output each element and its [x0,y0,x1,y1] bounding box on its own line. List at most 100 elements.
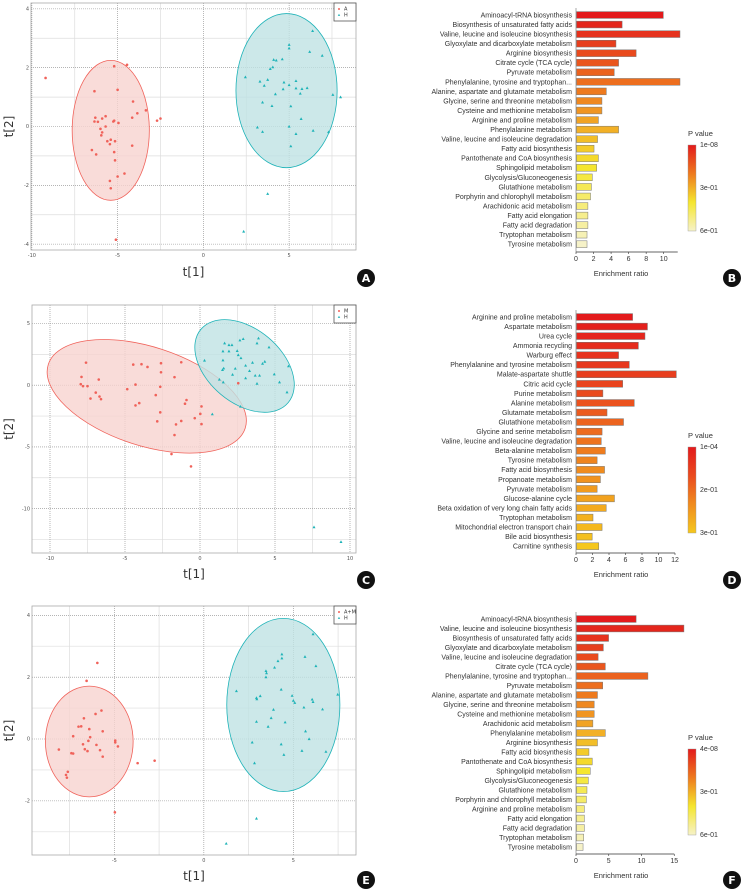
bar [576,183,592,191]
bar [576,164,597,172]
confidence-ellipse-h [235,13,338,169]
data-point-h [304,729,308,733]
category-label: Arachidonic acid metabolism [483,203,572,210]
plot-content [31,3,356,250]
bar [576,542,600,550]
data-point-a-m [66,770,70,774]
data-point-h [238,338,242,342]
category-label: Valine, leucine and isoleucine degradati… [441,654,572,661]
data-point-h [272,58,276,61]
data-point-h [244,363,248,367]
bar [576,68,615,76]
data-point-h [221,349,225,353]
data-point-h [253,761,257,765]
panel-letter-badge [723,269,741,287]
bar [576,786,588,794]
y-tick-label: 2 [27,675,30,681]
data-point-h [327,130,331,134]
bar [576,202,589,210]
category-label: Arginine and proline metabolism [472,314,572,321]
legend-label: H [344,13,348,19]
data-point-h [279,742,283,746]
confidence-ellipse-m [46,339,247,454]
panel-letter-badge [357,269,375,287]
colorbar-label: 3e-01 [700,530,718,537]
data-point-m [154,393,158,397]
category-label: Warburg effect [526,353,572,360]
colorbar-label: 3e-01 [700,185,718,192]
data-point-h [241,337,245,341]
category-label: Sphingolipid metabolism [496,768,572,775]
category-label: Aminoacyl-tRNA biosynthesis [481,616,573,623]
bar [576,106,603,115]
data-point-h [254,720,258,723]
data-point-h [321,707,325,711]
bar [576,332,646,340]
bar [576,833,584,842]
data-point-a-m [100,709,103,712]
plot-content [32,305,356,553]
x-tick-label: 5 [273,556,276,562]
x-tick-label: 2 [592,256,596,263]
data-point-a [136,111,139,115]
bar [576,380,623,388]
data-point-a [109,186,113,190]
data-point-a [93,89,96,93]
data-point-h [231,372,235,376]
x-tick-label: 8 [640,557,644,564]
data-point-h [253,373,257,377]
data-point-h [250,740,254,744]
data-point-h [339,95,343,99]
category-label: Glucose-alanine cycle [504,496,573,503]
bar [576,135,598,143]
panel-letter-badge [357,571,375,589]
x-tick-label: 10 [660,256,668,263]
data-point-h [262,84,266,87]
data-point-m [173,433,176,437]
data-point-a [44,76,47,80]
data-point-h [266,192,270,195]
data-point-m [137,401,141,405]
data-point-h [239,356,243,360]
data-point-h [289,144,293,148]
bar [576,389,604,398]
data-point-a-m [64,773,68,777]
data-point-h [221,358,225,362]
data-point-h [264,671,268,675]
category-label: Fatty acid biosynthesis [501,146,572,153]
data-point-h [312,525,316,529]
bar [576,757,593,766]
data-point-m [179,360,183,364]
data-point-h [287,124,291,128]
data-point-m [134,404,137,407]
colorbar [687,748,697,836]
category-label: Propanoate metabolism [498,477,572,484]
data-point-a [108,142,112,146]
category-label: Pyruvate metabolism [507,70,573,77]
x-tick-label: 2 [591,557,595,564]
colorbar-label: 1e-04 [700,444,718,451]
bar [576,533,593,541]
bar [576,40,617,48]
x-tick-label: 0 [574,256,578,263]
data-point-h [266,725,270,728]
data-point-h [281,87,285,91]
legend-label: A [344,7,348,13]
data-point-a [113,139,117,143]
data-point-h [261,362,265,365]
x-tick-label: 0 [574,557,578,564]
bar [576,748,590,756]
y-tick-label: -2 [24,183,29,189]
data-point-m [173,375,176,379]
data-point-a [94,153,98,156]
category-label: Valine, leucine and isoleucine biosynthe… [440,32,573,39]
category-label: Glycine and serine metabolism [476,429,572,436]
data-point-a-m [95,743,98,747]
data-point-a-m [87,727,91,731]
y-tick-label: -4 [24,242,29,248]
data-point-a-m [113,811,117,814]
data-point-m [86,384,89,388]
data-point-h [268,67,272,70]
bar [576,795,587,804]
